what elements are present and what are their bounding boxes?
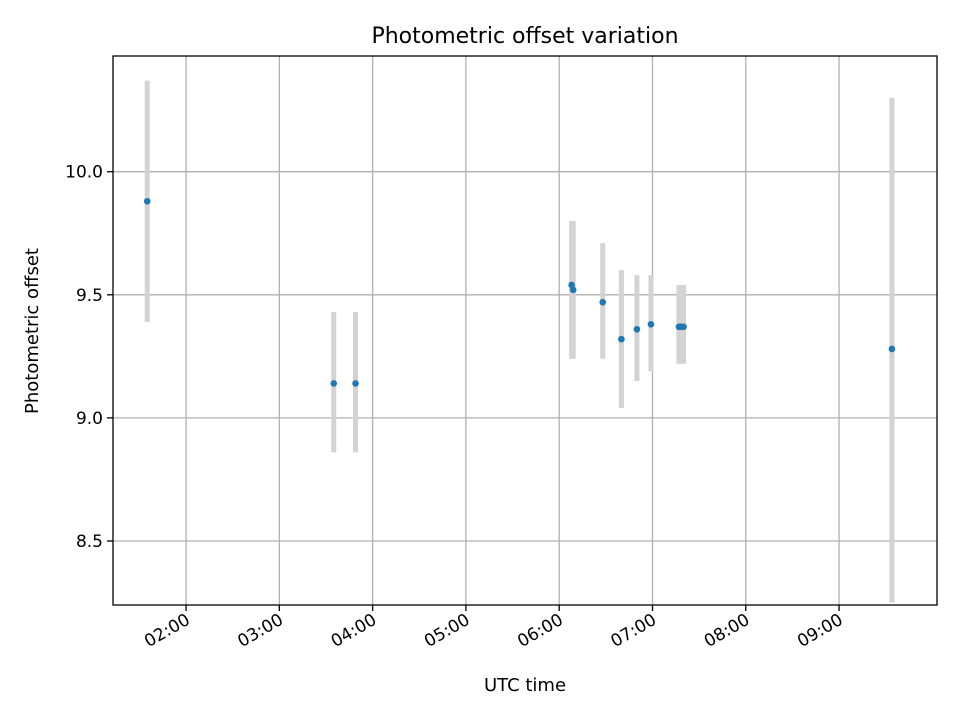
y-tick-label: 9.0 [76, 409, 103, 429]
data-point [888, 345, 896, 353]
data-point [599, 298, 607, 306]
data-point [618, 335, 625, 343]
chart-title: Photometric offset variation [371, 24, 678, 49]
data-point [569, 286, 577, 294]
y-tick-label: 10.0 [65, 163, 103, 183]
x-axis-label: UTC time [484, 675, 566, 696]
y-axis-label: Photometric offset [22, 248, 43, 414]
y-tick-label: 8.5 [76, 532, 103, 552]
data-point [633, 325, 641, 333]
data-point [143, 197, 151, 205]
data-point [680, 323, 687, 331]
y-tick-label: 9.5 [76, 286, 103, 306]
data-point [330, 380, 338, 387]
data-points [143, 197, 896, 387]
plot-frame [112, 55, 938, 606]
y-axis-ticks: 8.5 9.0 9.5 10.0 [65, 163, 113, 552]
data-point [352, 380, 359, 387]
data-point [647, 321, 655, 328]
